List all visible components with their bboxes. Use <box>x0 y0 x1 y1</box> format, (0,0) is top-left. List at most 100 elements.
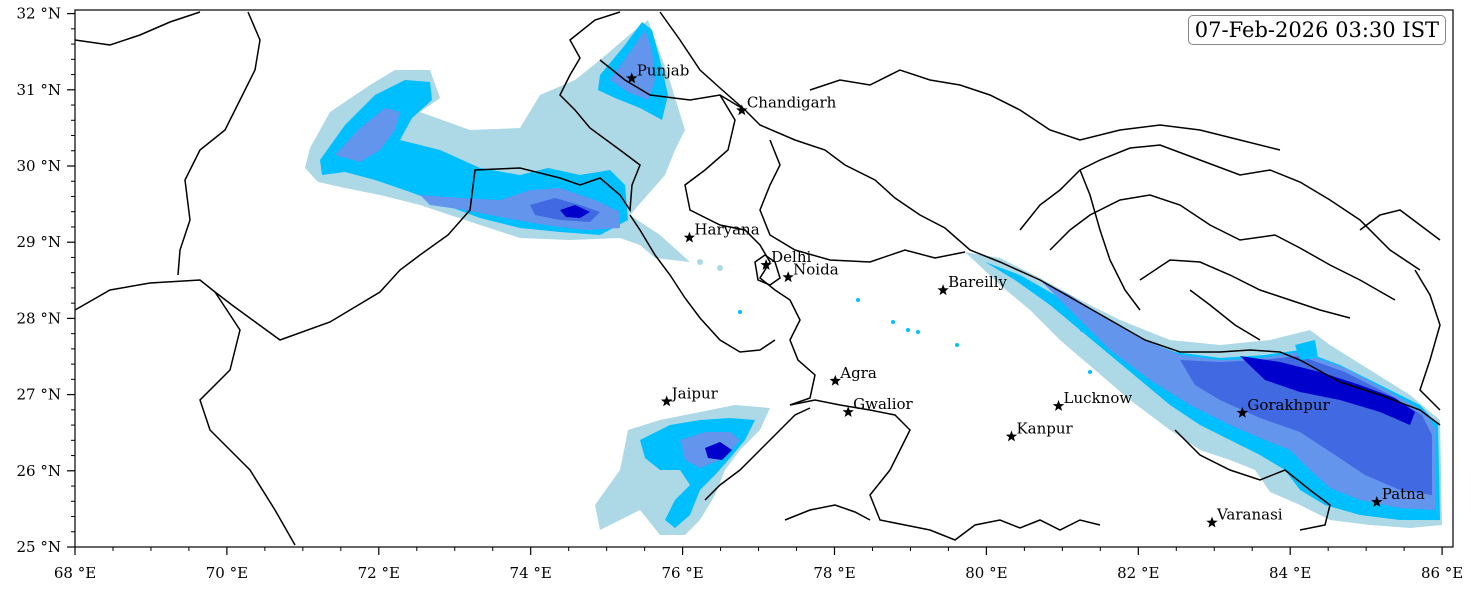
border-mp-south <box>784 504 871 521</box>
city-marker-noida: Noida <box>782 260 839 283</box>
border-sikkim <box>1359 209 1441 241</box>
x-tick-label: 80 °E <box>965 564 1007 582</box>
precip-level5-central-band <box>560 205 590 218</box>
state-border-rajasthan-mp <box>704 407 811 501</box>
city-marker-varanasi: Varanasi <box>1206 506 1283 528</box>
y-tick-label: 32 °N <box>17 5 61 23</box>
border-north-misc <box>809 69 1281 151</box>
state-border-up-mp <box>789 399 1101 541</box>
border-kashmir-west <box>177 11 261 276</box>
precip-level5-east <box>1240 356 1415 425</box>
precip-speckle <box>697 259 703 265</box>
precip-speckle <box>1088 370 1092 374</box>
precip-level2-gorakhpur-blob <box>1295 340 1318 360</box>
star-icon <box>683 231 696 243</box>
city-marker-chandigarh: Chandigarh <box>736 93 837 116</box>
precip-speckle <box>916 330 920 334</box>
city-label: Punjab <box>637 61 690 79</box>
star-icon <box>736 104 748 116</box>
city-marker-punjab: Punjab <box>626 61 690 84</box>
state-border-punjab-haryana <box>629 214 776 353</box>
city-label: Kanpur <box>1016 420 1073 438</box>
boundary-lines <box>74 11 1441 546</box>
city-label: Delhi <box>771 248 811 266</box>
state-border-uttarakhand <box>759 139 966 263</box>
international-border-north <box>659 11 1441 426</box>
city-label: Varanasi <box>1216 506 1283 524</box>
city-marker-bareilly: Bareilly <box>937 273 1008 296</box>
border-east-bihar <box>1414 269 1441 411</box>
star-icon <box>626 72 638 84</box>
city-marker-agra: Agra <box>829 364 877 386</box>
border-nepal-internal-5 <box>1189 289 1261 341</box>
x-tick-label: 78 °E <box>813 564 855 582</box>
city-label: Haryana <box>694 221 759 239</box>
y-tick-label: 27 °N <box>17 386 61 404</box>
city-marker-haryana: Haryana <box>683 221 760 243</box>
city-marker-jaipur: Jaipur <box>660 384 719 407</box>
star-icon <box>1371 496 1383 507</box>
star-icon <box>937 284 949 296</box>
plot-border <box>74 9 1454 548</box>
precip-speckle <box>955 343 959 347</box>
x-tick-label: 86 °E <box>1421 564 1463 582</box>
star-icon <box>842 406 854 417</box>
precip-speckle <box>906 328 910 332</box>
city-marker-kanpur: Kanpur <box>1005 420 1074 442</box>
star-icon <box>1236 406 1249 418</box>
x-tick-label: 76 °E <box>661 564 703 582</box>
timestamp-label: 07-Feb-2026 03:30 IST <box>1187 15 1446 45</box>
city-marker-patna: Patna <box>1371 485 1425 507</box>
precip-speckle <box>891 320 895 324</box>
precip-level3-punjab <box>610 30 655 100</box>
city-label: Bareilly <box>948 273 1007 291</box>
border-nepal-internal-1 <box>1019 144 1421 271</box>
star-icon <box>1206 516 1218 528</box>
state-border-up-bihar <box>1174 429 1331 531</box>
precipitation-field <box>305 20 1442 535</box>
city-label: Agra <box>839 364 877 382</box>
international-border-west <box>74 11 641 341</box>
star-icon <box>1052 400 1065 411</box>
star-icon <box>660 395 673 407</box>
star-icon <box>1005 430 1018 442</box>
state-border-haryana-up <box>684 94 816 406</box>
precip-level5-rajasthan <box>705 442 732 460</box>
city-label: Patna <box>1382 485 1425 503</box>
x-axis: 68 °E 70 °E 72 °E 74 °E 76 °E 78 °E 80 °E 82 °E… <box>54 547 1463 582</box>
y-tick-label: 25 °N <box>17 538 61 556</box>
state-border-gujarat-rajasthan <box>199 291 296 546</box>
precip-speckle <box>1080 328 1084 332</box>
y-tick-label: 31 °N <box>17 81 61 99</box>
y-tick-label: 26 °N <box>17 462 61 480</box>
state-border-hp <box>599 59 746 111</box>
star-icon <box>782 271 794 283</box>
precip-speckles <box>697 259 1092 374</box>
state-border-delhi <box>754 254 781 286</box>
x-tick-label: 70 °E <box>206 564 248 582</box>
star-icon <box>760 259 772 270</box>
y-tick-label: 30 °N <box>17 157 61 175</box>
border-pakistan-north <box>74 11 201 46</box>
x-tick-label: 82 °E <box>1117 564 1159 582</box>
city-label: Gwalior <box>853 395 913 413</box>
city-label: Noida <box>793 260 839 278</box>
precip-speckle <box>738 310 742 314</box>
city-marker-gwalior: Gwalior <box>842 395 914 417</box>
city-label: Jaipur <box>670 384 719 402</box>
border-nepal-internal-3 <box>1139 259 1351 319</box>
precip-speckle <box>856 298 860 302</box>
y-axis: 32 °N 31 °N 30 °N 29 °N 28 °N 27 °N 26 °N 25 °N <box>17 5 75 556</box>
city-marker-delhi: Delhi <box>760 248 812 270</box>
city-marker-lucknow: Lucknow <box>1052 389 1133 411</box>
city-label: Chandigarh <box>747 93 837 111</box>
y-tick-label: 28 °N <box>17 309 61 327</box>
city-marker-gorakhpur: Gorakhpur <box>1236 396 1330 418</box>
city-label: Lucknow <box>1064 389 1133 407</box>
border-nepal-internal-2 <box>1049 194 1396 301</box>
precip-speckle <box>717 265 723 271</box>
x-tick-label: 68 °E <box>54 564 96 582</box>
city-label: Gorakhpur <box>1247 396 1330 414</box>
